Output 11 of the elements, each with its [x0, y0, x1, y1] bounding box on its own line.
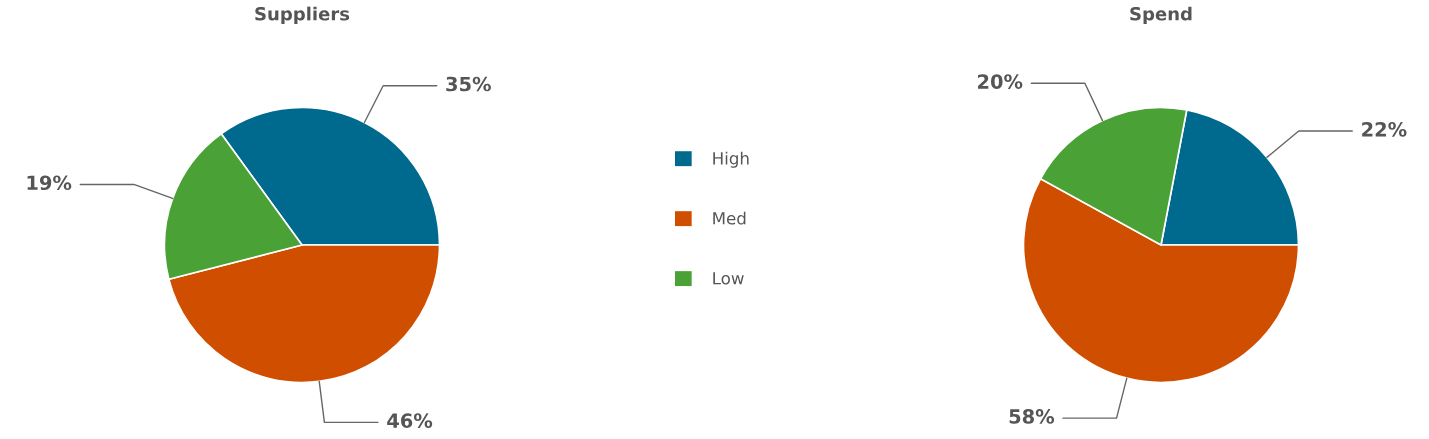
legend-label: Low: [713, 272, 744, 285]
data-label: 22%: [1362, 121, 1407, 137]
chart-title: Suppliers: [255, 6, 350, 25]
legend-label: High: [713, 151, 749, 168]
data-label: 58%: [1009, 409, 1055, 424]
data-label: 46%: [387, 413, 433, 428]
data-label: 19%: [27, 175, 72, 191]
data-label: 20%: [978, 74, 1023, 89]
data-label: 35%: [446, 76, 491, 92]
legend-label: Med: [713, 211, 746, 225]
chart-title: Spend: [1130, 6, 1192, 25]
